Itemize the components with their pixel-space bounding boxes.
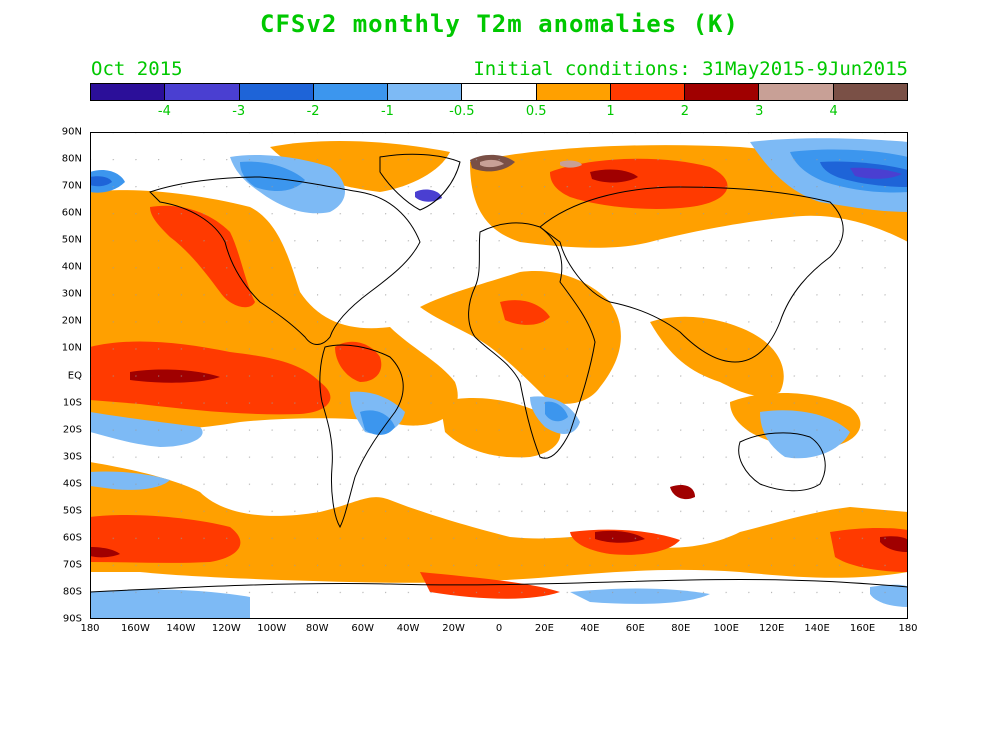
colorbar-swatch — [536, 84, 611, 100]
coast-south-america — [319, 344, 404, 529]
lat-tick-label: EQ — [67, 370, 82, 381]
colorbar-label: -4 — [157, 104, 171, 119]
lat-tick-label: 50S — [62, 505, 82, 517]
lon-tick-label: 0 — [495, 623, 503, 634]
colorbar-swatch — [685, 84, 760, 100]
lon-tick-label: 20E — [534, 623, 554, 634]
lat-tick-label: 90N — [61, 126, 82, 138]
coast-europe-africa — [468, 222, 596, 459]
lat-tick-label: 70S — [62, 559, 82, 571]
coast-antarctica — [90, 578, 908, 593]
colorbar-swatch — [91, 84, 166, 100]
lat-tick-label: 80N — [61, 153, 82, 165]
lat-tick-label: 10S — [62, 397, 82, 409]
colorbar — [90, 83, 908, 101]
lat-tick-label: 60N — [61, 207, 82, 219]
lon-tick-label: 80E — [671, 623, 691, 634]
colorbar-swatch — [165, 84, 240, 100]
lon-tick-label: 180 — [898, 623, 918, 634]
lon-tick-label: 100E — [713, 623, 739, 634]
lat-tick-label: 70N — [61, 180, 82, 192]
colorbar-swatch — [759, 84, 834, 100]
colorbar-labels: -4 -3 -2 -1 -0.5 0.5 1 2 3 4 — [90, 104, 908, 120]
colorbar-label: 4 — [829, 104, 838, 119]
coast-greenland — [379, 153, 461, 211]
colorbar-swatch — [239, 84, 314, 100]
colorbar-label: -2 — [306, 104, 320, 119]
lat-tick-label: 50N — [61, 234, 82, 246]
colorbar-label: -1 — [380, 104, 394, 119]
colorbar-label: 2 — [680, 104, 690, 119]
colorbar-label: -3 — [232, 104, 246, 119]
colorbar-label: 1 — [606, 104, 615, 119]
lat-tick-label: 90S — [62, 613, 82, 625]
coast-australia — [738, 432, 826, 492]
lon-tick-label: 40E — [580, 623, 600, 634]
lon-tick-label: 120W — [211, 623, 241, 634]
lon-tick-label: 180 — [80, 623, 100, 634]
lat-tick-label: 60S — [62, 532, 82, 544]
lon-tick-label: 60W — [351, 623, 374, 634]
initial-conditions: Initial conditions: 31May2015-9Jun2015 — [473, 58, 908, 80]
lat-tick-label: 10N — [61, 342, 82, 354]
anomaly-map — [90, 132, 908, 619]
lon-tick-label: 60E — [625, 623, 645, 634]
colorbar-swatch — [313, 84, 389, 100]
lat-tick-label: 80S — [62, 586, 82, 598]
lat-tick-label: 30N — [61, 288, 82, 300]
map-frame — [90, 132, 908, 619]
coastlines — [90, 153, 908, 593]
lat-tick-label: 40S — [62, 478, 82, 490]
lon-tick-label: 140W — [166, 623, 196, 634]
lon-tick-label: 160E — [849, 623, 876, 634]
lat-tick-label: 20S — [62, 424, 82, 436]
lat-tick-label: 40N — [61, 261, 82, 273]
colorbar-swatch — [610, 84, 686, 100]
lon-tick-label: 40W — [396, 623, 420, 634]
lon-tick-label: 20W — [442, 623, 465, 634]
lat-tick-label: 20N — [61, 315, 82, 327]
lon-tick-label: 120E — [758, 623, 785, 634]
coast-asia — [539, 186, 844, 363]
lon-tick-label: 80W — [305, 623, 329, 634]
colorbar-label: -0.5 — [449, 104, 475, 119]
lon-tick-label: 160W — [120, 623, 150, 634]
lat-tick-label: 30S — [62, 451, 82, 463]
graticule — [90, 132, 908, 619]
coast-north-america — [149, 176, 421, 345]
forecast-month: Oct 2015 — [91, 58, 183, 80]
colorbar-label: 0.5 — [525, 104, 547, 119]
colorbar-swatch — [833, 84, 907, 100]
colorbar-swatch — [388, 84, 463, 100]
lon-tick-label: 140E — [804, 623, 830, 634]
colorbar-swatch — [462, 84, 537, 100]
chart-title: CFSv2 monthly T2m anomalies (K) — [260, 10, 739, 38]
lon-tick-label: 100W — [257, 623, 287, 634]
colorbar-label: 3 — [755, 104, 764, 119]
